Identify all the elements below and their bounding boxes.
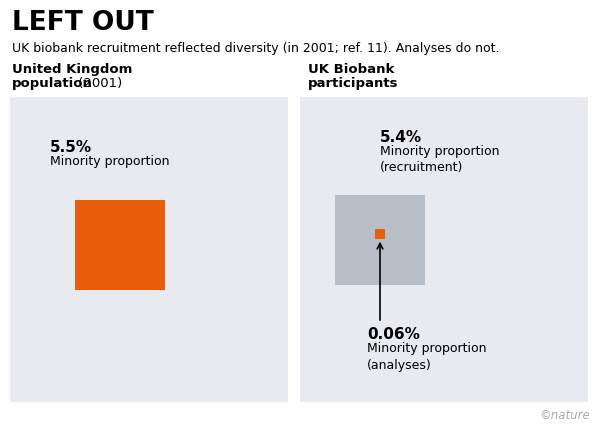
Text: 5.5%: 5.5% [50, 140, 92, 155]
Text: Minority proportion
(analyses): Minority proportion (analyses) [367, 342, 487, 372]
Text: 5.4%: 5.4% [380, 130, 422, 145]
Text: Minority proportion
(recruitment): Minority proportion (recruitment) [380, 145, 499, 175]
Bar [335, 195, 425, 285]
Text: participants: participants [308, 77, 398, 90]
Bar [10, 97, 288, 402]
Text: Minority proportion: Minority proportion [50, 155, 170, 168]
Bar [75, 200, 165, 290]
Text: UK biobank recruitment reflected diversity (in 2001; ref. 11). Analyses do not.: UK biobank recruitment reflected diversi… [12, 42, 499, 55]
Text: (2001): (2001) [74, 77, 122, 90]
Text: United Kingdom: United Kingdom [12, 63, 133, 76]
Bar [300, 97, 588, 402]
Text: population: population [12, 77, 93, 90]
Bar [375, 229, 385, 239]
Text: UK Biobank: UK Biobank [308, 63, 394, 76]
Text: LEFT OUT: LEFT OUT [12, 10, 154, 36]
Text: ©nature: ©nature [539, 409, 590, 422]
Text: 0.06%: 0.06% [367, 327, 420, 342]
